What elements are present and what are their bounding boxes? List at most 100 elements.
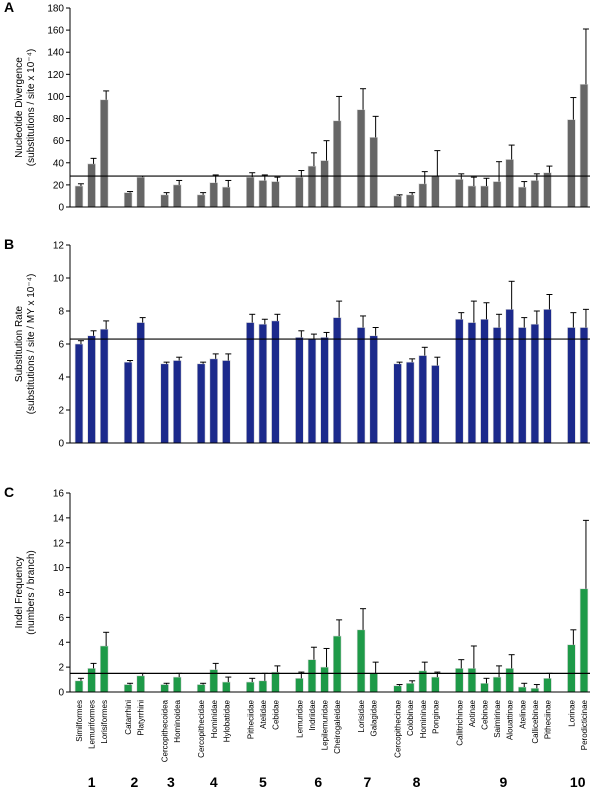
group-label: 2: [131, 774, 139, 790]
bar: [369, 335, 378, 444]
y-tick-label: 6: [58, 613, 64, 624]
bar: [393, 195, 402, 208]
bar: [123, 192, 133, 208]
bar: [74, 185, 84, 208]
bar: [543, 678, 552, 693]
x-tick-label: Hominoidea: [173, 699, 182, 742]
group-label: 7: [363, 774, 371, 790]
bar: [505, 159, 514, 208]
bar: [467, 668, 477, 693]
y-tick-label: 180: [47, 4, 64, 15]
y-tick-label: 2: [58, 663, 64, 674]
bar: [307, 165, 317, 208]
panel-label: A: [4, 0, 14, 15]
x-tick-label: Colobinae: [406, 699, 415, 736]
bar: [406, 361, 415, 444]
bar: [543, 172, 552, 208]
bar: [258, 680, 268, 693]
bar: [518, 686, 527, 693]
x-tick-label: Hylobatidae: [222, 699, 231, 742]
bar: [467, 322, 477, 444]
y-tick-label: 80: [53, 114, 65, 125]
x-tick-label: Lorisiformes: [100, 700, 109, 744]
bar: [356, 629, 366, 693]
x-tick-label: Aotinae: [468, 699, 477, 727]
bar: [492, 327, 502, 444]
y-tick-label: 8: [58, 588, 64, 599]
y-tick-label: 160: [47, 26, 64, 37]
bar: [530, 687, 540, 693]
bar: [431, 365, 440, 444]
bar: [99, 99, 109, 208]
bar: [518, 186, 527, 208]
x-tick-label: Similformes: [75, 700, 84, 742]
bar: [455, 179, 464, 208]
bar: [87, 335, 96, 444]
y-tick-label: 2: [58, 406, 64, 417]
x-tick-label: Catarrhini: [124, 700, 133, 735]
y-axis-label: (substitutions / site x 10⁻⁴): [26, 49, 37, 166]
bar: [136, 675, 145, 693]
bar: [99, 328, 109, 444]
x-tick-label: Lemuriformes: [88, 700, 97, 749]
bar: [196, 194, 206, 208]
bar: [99, 645, 109, 693]
bar: [320, 337, 329, 444]
bar: [467, 185, 477, 208]
bar: [369, 673, 378, 693]
y-axis-label: Nucleotide Divergence: [14, 57, 25, 158]
bar: [406, 194, 415, 208]
bar: [505, 309, 514, 444]
panel-label: B: [4, 236, 14, 252]
y-axis-label: (numbers / branch): [26, 550, 37, 634]
panel-label: C: [4, 484, 14, 500]
group-label: 6: [314, 774, 322, 790]
bar: [160, 194, 169, 208]
bar: [567, 644, 576, 693]
y-tick-label: 6: [58, 340, 64, 351]
bar: [543, 309, 552, 444]
x-tick-label: Atelinae: [518, 699, 527, 728]
x-tick-label: Callicebinae: [531, 699, 540, 743]
bar: [393, 363, 402, 444]
bar: [418, 670, 428, 693]
bar: [356, 327, 366, 444]
y-tick-label: 16: [53, 489, 65, 500]
bar: [307, 338, 317, 444]
y-tick-label: 8: [58, 307, 64, 318]
bar: [271, 181, 280, 208]
group-label: 8: [413, 774, 421, 790]
x-tick-label: Homininae: [419, 699, 428, 738]
y-tick-label: 10: [53, 274, 65, 285]
bar: [74, 343, 84, 444]
bar: [369, 137, 378, 208]
group-label: 3: [167, 774, 175, 790]
y-axis-label: (substitutions / site / MY x 10⁻⁴): [26, 274, 37, 415]
bar: [123, 361, 133, 444]
bar: [505, 668, 514, 693]
y-tick-label: 100: [47, 92, 64, 103]
y-tick-label: 0: [58, 688, 64, 699]
bar: [393, 685, 402, 693]
bar: [332, 120, 342, 208]
bar: [332, 635, 342, 693]
bar: [196, 684, 206, 693]
bar: [567, 327, 576, 444]
bar: [431, 676, 440, 693]
y-tick-label: 10: [53, 563, 65, 574]
bar: [222, 186, 231, 208]
bar: [307, 659, 317, 693]
bar: [295, 337, 304, 444]
bar: [356, 109, 366, 208]
bar: [418, 183, 428, 208]
group-label: 10: [570, 774, 586, 790]
y-tick-label: 140: [47, 48, 64, 59]
x-tick-label: Cebinae: [481, 699, 490, 729]
bar: [530, 323, 540, 444]
bar: [406, 682, 415, 693]
y-tick-label: 60: [53, 136, 65, 147]
x-tick-label: Saimirinae: [493, 699, 502, 737]
x-tick-label: Lorisidae: [357, 699, 366, 732]
bar: [295, 176, 304, 208]
